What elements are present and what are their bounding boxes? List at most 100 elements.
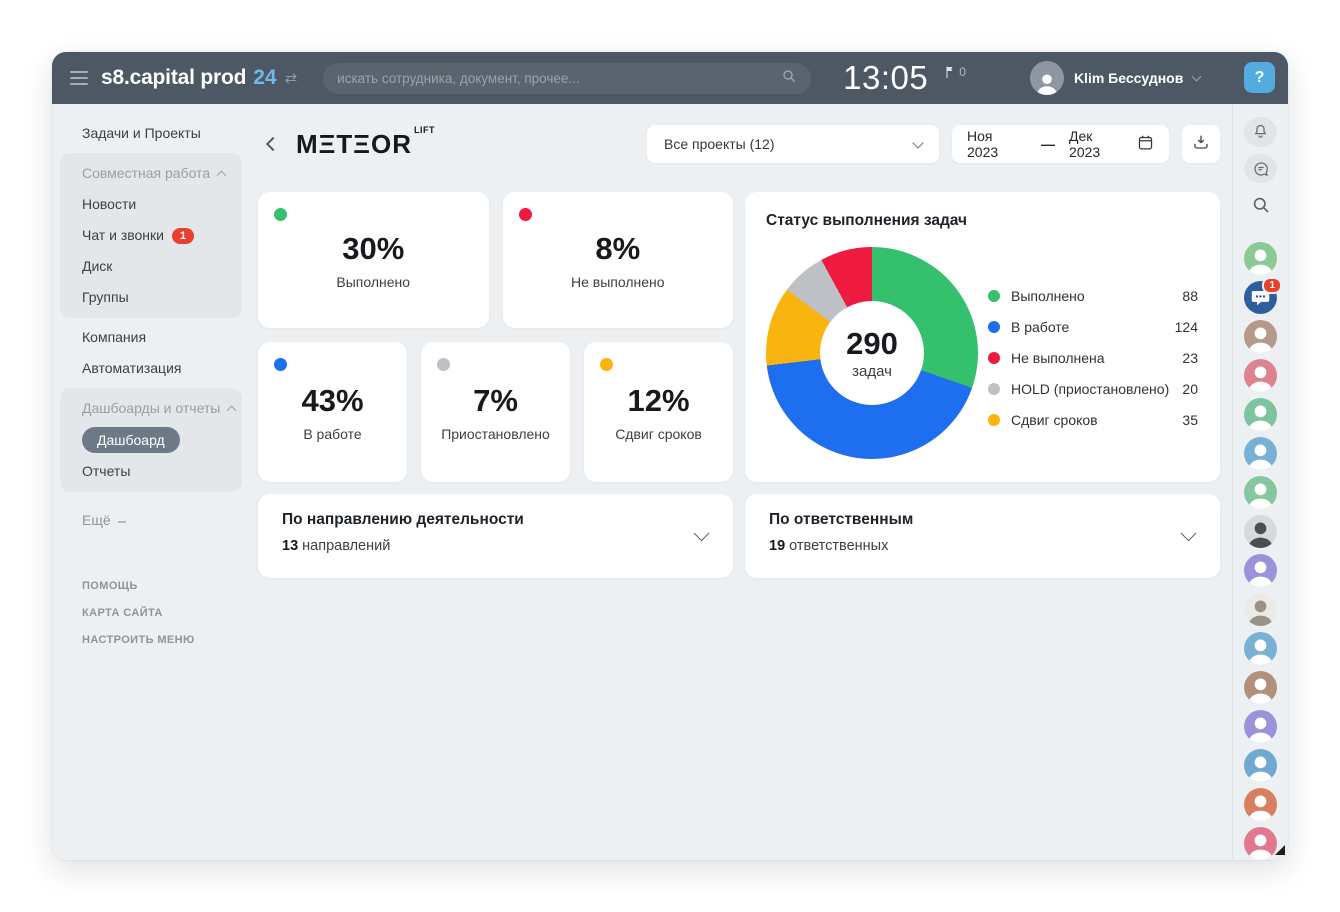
sidebar-group-header-dashboards[interactable]: Дашбоарды и отчеты xyxy=(60,393,242,424)
sidebar-item-tasks[interactable]: Задачи и Проекты xyxy=(82,125,201,141)
stat-card[interactable]: 12% Сдвиг сроков xyxy=(584,342,733,482)
sidebar-item-dashboard-active[interactable]: Дашбоард xyxy=(82,427,180,453)
rail-search-icon[interactable] xyxy=(1244,190,1277,220)
global-search[interactable] xyxy=(323,62,812,94)
sidebar-footer-link[interactable]: ПОМОЩЬ xyxy=(82,580,138,592)
rail-user-avatar[interactable] xyxy=(1244,242,1277,276)
stat-percent: 12% xyxy=(627,382,690,418)
more-label: Ещё xyxy=(82,512,111,528)
stat-card[interactable]: 7% Приостановлено xyxy=(421,342,570,482)
project-filter-value: Все проекты (12) xyxy=(664,136,775,152)
status-dot xyxy=(600,358,613,371)
sidebar-more[interactable]: Ещё xyxy=(52,505,255,536)
legend-row: Сдвиг сроков 35 xyxy=(988,404,1198,435)
brand-logo[interactable]: s8.capital prod 24 ⇄ xyxy=(101,66,297,90)
user-name: Klim Бессуднов xyxy=(1073,70,1184,86)
sidebar: Задачи и Проекты Совместная работа Новос… xyxy=(52,104,255,860)
sidebar-item-Новости[interactable]: Новости xyxy=(82,196,137,212)
status-dot xyxy=(518,208,532,221)
sidebar-item-reports[interactable]: Отчеты xyxy=(82,463,131,479)
avatar xyxy=(1244,632,1277,666)
clock[interactable]: 13:05 xyxy=(843,59,929,96)
rail-user-avatar[interactable] xyxy=(1244,515,1277,549)
rail-user-avatar[interactable] xyxy=(1244,320,1277,354)
rail-user-avatar[interactable] xyxy=(1244,749,1277,783)
flag-counter[interactable]: 0 xyxy=(944,65,966,82)
avatar xyxy=(1244,788,1277,822)
chevron-up-icon xyxy=(226,405,237,415)
stat-percent: 8% xyxy=(595,230,641,266)
legend-dot xyxy=(988,351,1000,364)
rail-user-avatar[interactable] xyxy=(1244,554,1277,588)
caret-icon xyxy=(117,521,126,523)
legend-label: HOLD (приостановлено) xyxy=(1011,380,1170,397)
legend-value: 88 xyxy=(1182,287,1198,304)
calendar-icon xyxy=(1137,134,1154,154)
chat-messages-icon[interactable] xyxy=(1244,153,1277,184)
expander-card[interactable]: По ответственным 19 ответственных xyxy=(745,494,1220,578)
avatar xyxy=(1244,554,1277,588)
legend-row: Не выполнена 23 xyxy=(988,342,1198,373)
dashboard-header: MΞTΞOR LIFT Все проекты (12) Ноя 2023 — Д… xyxy=(258,125,1220,163)
stat-percent: 43% xyxy=(301,382,364,418)
expander-subtitle: 19 ответственных xyxy=(769,538,889,554)
photo-avatar xyxy=(1244,515,1277,549)
stat-card[interactable]: 30% Выполнено xyxy=(258,192,489,328)
sidebar-item-Диск[interactable]: Диск xyxy=(82,258,113,274)
resize-handle[interactable] xyxy=(1275,845,1285,855)
rail-user-avatar[interactable] xyxy=(1244,671,1277,705)
back-icon[interactable] xyxy=(265,136,281,152)
search-input[interactable] xyxy=(337,70,782,86)
rail-user-avatar[interactable] xyxy=(1244,398,1277,432)
rail-user-avatar[interactable] xyxy=(1244,827,1277,860)
switch-portal-icon[interactable]: ⇄ xyxy=(284,70,298,87)
right-rail: 1 xyxy=(1232,104,1288,860)
expander-title: По ответственным xyxy=(769,511,914,528)
main-content: MΞTΞOR LIFT Все проекты (12) Ноя 2023 — Д… xyxy=(258,104,1220,578)
project-filter-dropdown[interactable]: Все проекты (12) xyxy=(647,125,939,163)
rail-user-avatar[interactable] xyxy=(1244,710,1277,744)
legend-value: 20 xyxy=(1182,380,1198,397)
rail-user-avatar[interactable] xyxy=(1244,593,1277,627)
rail-user-avatar[interactable] xyxy=(1244,359,1277,393)
help-button[interactable]: ? xyxy=(1244,62,1275,93)
expander-card[interactable]: По направлению деятельности 13 направлени… xyxy=(258,494,733,578)
stat-percent: 7% xyxy=(473,382,518,418)
sidebar-item-Компания[interactable]: Компания xyxy=(82,329,147,345)
menu-icon[interactable] xyxy=(70,71,88,85)
donut-total: 290 xyxy=(846,326,898,361)
sidebar-item-Чат и звонки[interactable]: Чат и звонки 1 xyxy=(60,220,242,251)
sidebar-item-Автоматизация[interactable]: Автоматизация xyxy=(82,360,182,376)
avatar xyxy=(1244,710,1277,744)
avatar xyxy=(1244,749,1277,783)
sidebar-item-Группы[interactable]: Группы xyxy=(82,289,129,305)
rail-user-avatar[interactable] xyxy=(1244,788,1277,822)
sidebar-footer-link[interactable]: КАРТА САЙТА xyxy=(82,607,163,619)
legend-label: Не выполнена xyxy=(1011,349,1105,366)
legend-dot xyxy=(988,413,1000,426)
stat-label: Сдвиг сроков xyxy=(615,425,702,442)
stat-card[interactable]: 43% В работе xyxy=(258,342,407,482)
sidebar-group-header-collaboration[interactable]: Совместная работа xyxy=(60,158,242,189)
meteor-lift-logo: MΞTΞOR LIFT xyxy=(296,125,435,160)
legend-label: Выполнено xyxy=(1011,287,1085,304)
rail-chat-avatar[interactable]: 1 xyxy=(1244,277,1282,315)
flag-count: 0 xyxy=(959,64,966,79)
notifications-bell-icon[interactable] xyxy=(1244,117,1277,147)
download-report-button[interactable] xyxy=(1182,125,1220,163)
rail-user-avatar[interactable] xyxy=(1244,437,1277,471)
user-menu[interactable]: Klim Бессуднов xyxy=(1029,61,1202,95)
stat-percent: 30% xyxy=(342,230,405,266)
rail-user-avatar[interactable] xyxy=(1244,476,1277,510)
legend-value: 23 xyxy=(1182,349,1198,366)
sidebar-group-dashboards: Дашбоарды и отчеты Дашбоард Отчеты xyxy=(60,388,242,492)
date-range-picker[interactable]: Ноя 2023 — Дек 2023 xyxy=(952,125,1169,163)
date-from: Ноя 2023 xyxy=(967,128,999,160)
avatar xyxy=(1244,320,1277,354)
sidebar-footer-link[interactable]: НАСТРОИТЬ МЕНЮ xyxy=(82,634,195,646)
stat-card[interactable]: 8% Не выполнено xyxy=(502,192,733,328)
rail-user-avatar[interactable] xyxy=(1244,632,1277,666)
date-to: Дек 2023 xyxy=(1069,128,1101,160)
status-dot xyxy=(274,358,287,371)
donut-chart[interactable]: 290 задач xyxy=(766,247,978,459)
